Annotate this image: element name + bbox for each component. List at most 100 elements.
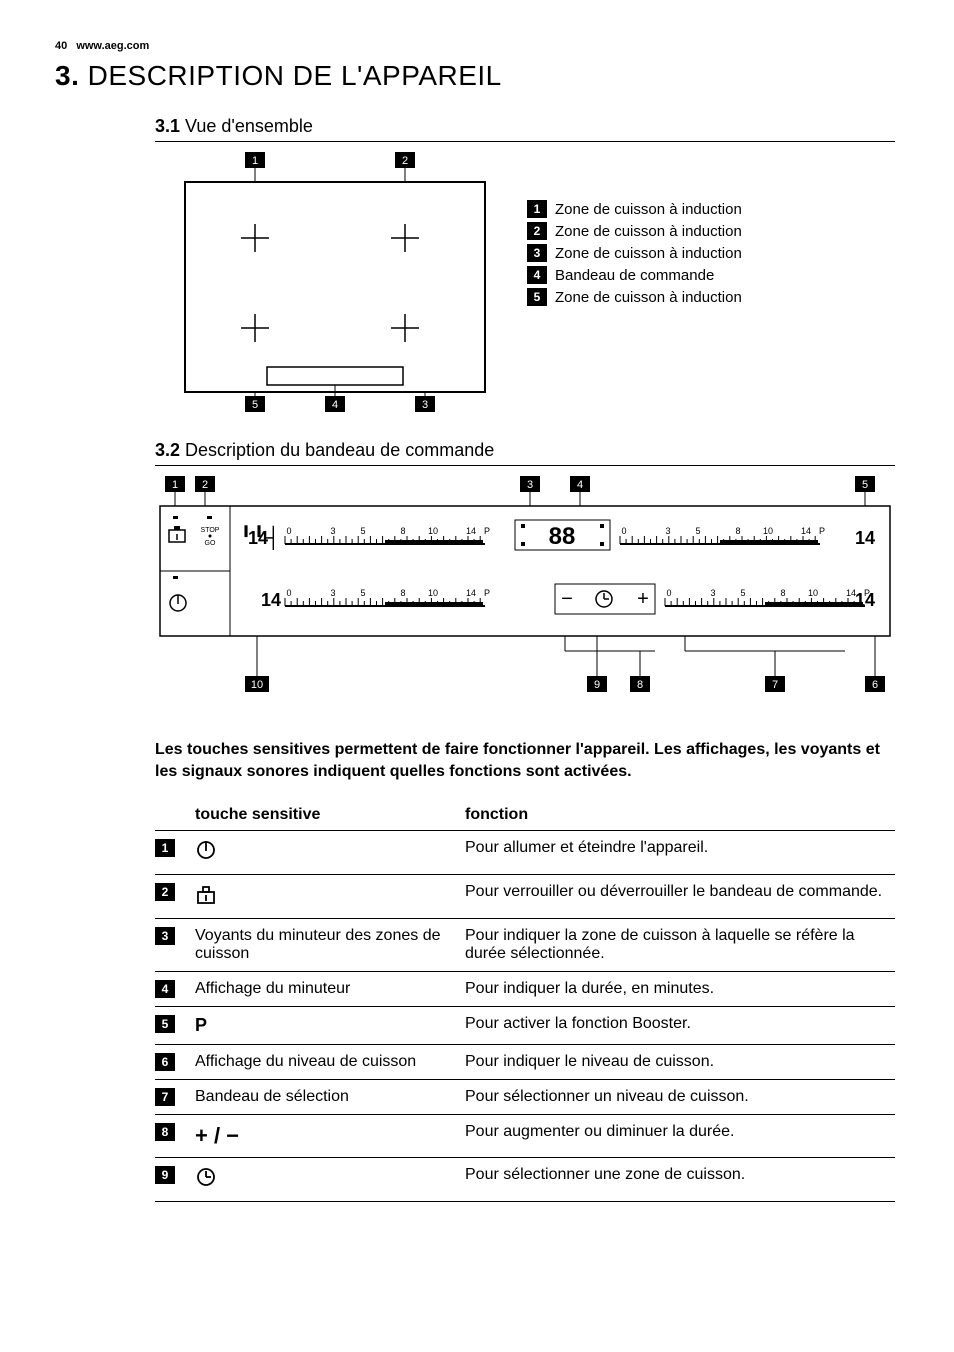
- row-function: Pour indiquer la durée, en minutes.: [465, 972, 895, 1007]
- svg-text:6: 6: [872, 679, 878, 691]
- svg-text:14: 14: [261, 590, 281, 610]
- svg-text:8: 8: [400, 588, 405, 598]
- function-table: touche sensitive fonction 1Pour allumer …: [155, 800, 895, 1202]
- legend-text-2: Zone de cuisson à induction: [555, 223, 742, 240]
- section-number: 3.: [55, 60, 79, 91]
- svg-text:10: 10: [428, 526, 438, 536]
- power-icon: [195, 848, 217, 865]
- svg-text:8: 8: [400, 526, 405, 536]
- svg-text:5: 5: [360, 588, 365, 598]
- svg-text:1: 1: [172, 479, 178, 491]
- row-badge: 4: [155, 980, 175, 998]
- row-badge: 6: [155, 1053, 175, 1071]
- table-row: 3 Voyants du minuteur des zo­nes de cuiss…: [155, 919, 895, 972]
- plusminus-icon: + / −: [195, 1130, 239, 1147]
- svg-text:14: 14: [248, 528, 268, 548]
- control-panel-diagram: 1 2 3 4 5 STOP GO: [155, 476, 895, 711]
- svg-text:GO: GO: [205, 540, 216, 547]
- stopgo-text: STOP: [201, 527, 220, 534]
- svg-text:P: P: [819, 526, 825, 536]
- subsection-3-1-num: 3.1: [155, 116, 180, 136]
- row-function: Pour indiquer le niveau de cuisson.: [465, 1045, 895, 1080]
- site-url: www.aeg.com: [76, 40, 149, 52]
- control-panel-svg: 1 2 3 4 5 STOP GO: [155, 476, 895, 706]
- legend-text-5: Zone de cuisson à induction: [555, 289, 742, 306]
- legend-text-3: Zone de cuisson à induction: [555, 245, 742, 262]
- ov-bot-4: 4: [332, 399, 338, 411]
- table-row: 9 Pour sélectionner une zone de cuisson.: [155, 1158, 895, 1202]
- svg-text:14: 14: [466, 526, 476, 536]
- legend-badge-4: 4: [527, 266, 547, 284]
- svg-text:−: −: [561, 588, 573, 610]
- svg-text:14: 14: [855, 528, 875, 548]
- overview-diagram: 1 2 5 4 3 1 Zone de cuisson à induction 2…: [155, 152, 895, 412]
- subsection-3-2: 3.2 Description du bandeau de commande: [155, 440, 895, 466]
- row-sensitive: Voyants du minuteur des zo­nes de cuisso…: [195, 919, 465, 972]
- svg-text:14: 14: [855, 590, 875, 610]
- svg-text:8: 8: [780, 588, 785, 598]
- lock-icon: [195, 892, 217, 909]
- svg-text:8: 8: [735, 526, 740, 536]
- lock-icon: [169, 526, 185, 542]
- svg-text:P: P: [484, 526, 490, 536]
- svg-text:0: 0: [666, 588, 671, 598]
- hob-topview-svg: 1 2 5 4 3: [155, 152, 515, 412]
- row-sensitive: Affichage du niveau de cuis­son: [195, 1045, 465, 1080]
- svg-text:3: 3: [665, 526, 670, 536]
- svg-text:4: 4: [577, 479, 583, 491]
- svg-text:0: 0: [621, 526, 626, 536]
- svg-text:10: 10: [251, 679, 263, 691]
- table-row: 8+ / −Pour augmenter ou diminuer la duré…: [155, 1115, 895, 1158]
- th-touche: touche sensitive: [195, 800, 465, 831]
- row-sensitive: [195, 875, 465, 919]
- row-badge: 5: [155, 1015, 175, 1033]
- legend-badge-1: 1: [527, 200, 547, 218]
- ov-bot-5: 5: [252, 399, 258, 411]
- svg-text:10: 10: [808, 588, 818, 598]
- svg-text:8: 8: [637, 679, 643, 691]
- row-sensitive: [195, 831, 465, 875]
- table-row: 6 Affichage du niveau de cuis­sonPour ind…: [155, 1045, 895, 1080]
- overview-legend: 1 Zone de cuisson à induction 2 Zone de cu…: [527, 152, 742, 310]
- svg-text:3: 3: [527, 479, 533, 491]
- svg-text:0: 0: [286, 588, 291, 598]
- row-sensitive: Bandeau de sélection: [195, 1080, 465, 1115]
- row-function: Pour sélectionner une zone de cuisson.: [465, 1158, 895, 1202]
- ov-top-1: 1: [252, 155, 258, 167]
- row-badge: 1: [155, 839, 175, 857]
- subsection-3-2-title: Description du bandeau de commande: [185, 440, 494, 460]
- subsection-3-2-num: 3.2: [155, 440, 180, 460]
- clock-icon: [195, 1175, 217, 1192]
- ov-top-2: 2: [402, 155, 408, 167]
- svg-text:9: 9: [594, 679, 600, 691]
- row-badge: 7: [155, 1088, 175, 1106]
- row-badge: 3: [155, 927, 175, 945]
- row-badge: 9: [155, 1166, 175, 1184]
- legend-badge-2: 2: [527, 222, 547, 240]
- power-icon: [170, 595, 186, 611]
- svg-text:14: 14: [466, 588, 476, 598]
- row-sensitive: P: [195, 1007, 465, 1045]
- svg-text:7: 7: [772, 679, 778, 691]
- row-function: Pour activer la fonction Booster.: [465, 1007, 895, 1045]
- table-row: 7Bandeau de sélectionPour sélectionner u…: [155, 1080, 895, 1115]
- page-number: 40: [55, 40, 67, 52]
- svg-text:2: 2: [202, 479, 208, 491]
- svg-text:3: 3: [710, 588, 715, 598]
- ov-bot-3: 3: [422, 399, 428, 411]
- row-function: Pour verrouiller ou déverrouiller le ban…: [465, 875, 895, 919]
- svg-text:88: 88: [549, 523, 576, 550]
- row-function: Pour allumer et éteindre l'appareil.: [465, 831, 895, 875]
- table-row: 5 PPour activer la fonction Booster.: [155, 1007, 895, 1045]
- svg-text:5: 5: [360, 526, 365, 536]
- svg-text:14: 14: [801, 526, 811, 536]
- section-title: 3. DESCRIPTION DE L'APPAREIL: [55, 60, 899, 92]
- table-row: 1 Pour allumer et éteindre l'appareil.: [155, 831, 895, 875]
- table-row: 2 Pour verrouiller ou déverrouiller le ba…: [155, 875, 895, 919]
- subsection-3-1-title: Vue d'ensemble: [185, 116, 313, 136]
- legend-badge-3: 3: [527, 244, 547, 262]
- row-badge: 8: [155, 1123, 175, 1141]
- row-badge: 2: [155, 883, 175, 901]
- row-sensitive: [195, 1158, 465, 1202]
- legend-text-1: Zone de cuisson à induction: [555, 201, 742, 218]
